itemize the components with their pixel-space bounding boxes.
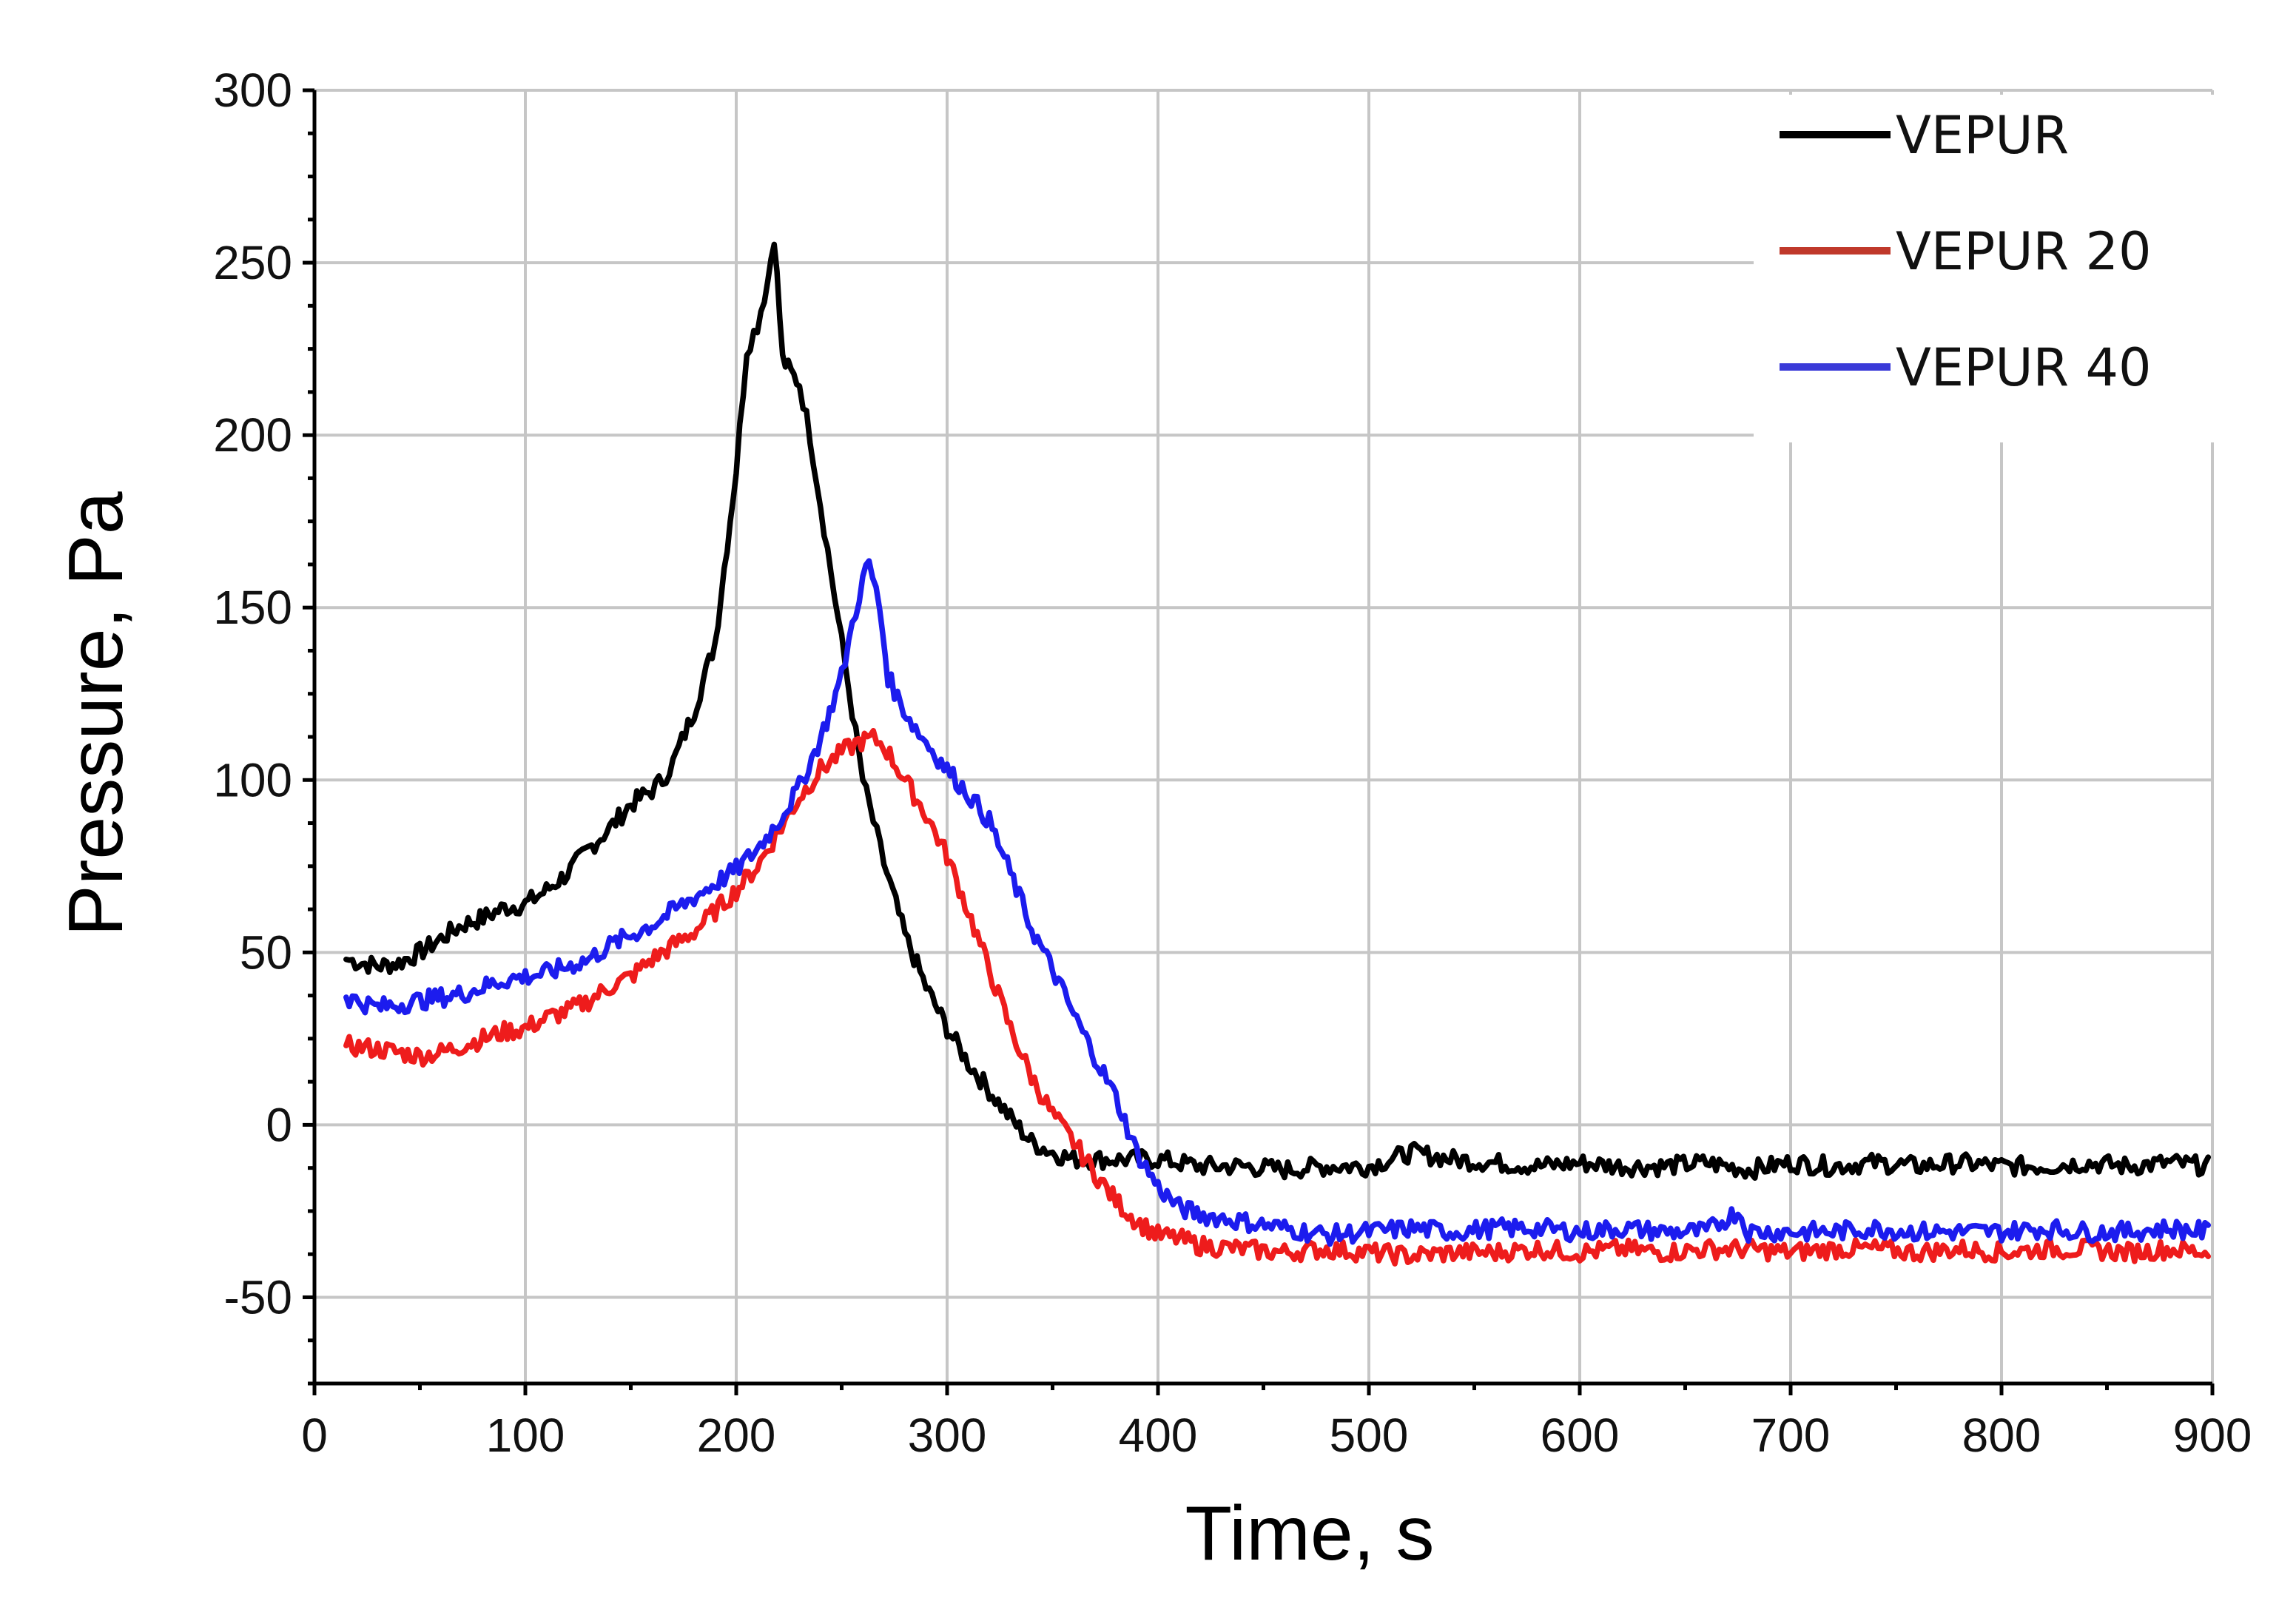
- legend: VEPUR VEPUR 20 VEPUR 40: [1754, 95, 2220, 442]
- x-tick-label: 800: [1962, 1409, 2041, 1462]
- y-tick-label: 0: [266, 1098, 292, 1151]
- series-line-vepur-40: [343, 558, 2212, 1247]
- series-lines: [343, 241, 2212, 1267]
- x-tick-label: 900: [2173, 1409, 2252, 1462]
- x-tick-label: 100: [486, 1409, 565, 1462]
- x-tick-label: 300: [908, 1409, 987, 1462]
- tick-labels: 0 100 200 300 400 500 600 700 800 900 -50 0 50 100 150…: [213, 64, 2252, 1462]
- y-axis-title: Pressure, Pa: [53, 491, 139, 936]
- legend-label: VEPUR 40: [1896, 337, 2152, 398]
- y-tick-label: 150: [213, 581, 292, 634]
- y-tick-label: 100: [213, 753, 292, 806]
- y-tick-label: 300: [213, 64, 292, 117]
- x-tick-label: 400: [1119, 1409, 1198, 1462]
- y-tick-label: 200: [213, 408, 292, 462]
- legend-background: [1754, 95, 2220, 442]
- y-tick-label: 250: [213, 236, 292, 289]
- axes: [303, 88, 2215, 1395]
- y-tick-label: 50: [240, 926, 292, 979]
- series-line-vepur-20: [343, 727, 2212, 1267]
- x-axis-title: Time, s: [1185, 1491, 1434, 1577]
- x-tick-label: 0: [301, 1409, 328, 1462]
- x-tick-label: 500: [1330, 1409, 1409, 1462]
- legend-label: VEPUR: [1896, 105, 2069, 166]
- x-tick-label: 700: [1751, 1409, 1831, 1462]
- legend-label: VEPUR 20: [1896, 221, 2152, 282]
- x-tick-label: 200: [697, 1409, 776, 1462]
- x-tick-label: 600: [1541, 1409, 1620, 1462]
- y-tick-label: -50: [224, 1270, 293, 1324]
- grid: [314, 89, 2214, 1384]
- series-line-vepur: [343, 241, 2212, 1182]
